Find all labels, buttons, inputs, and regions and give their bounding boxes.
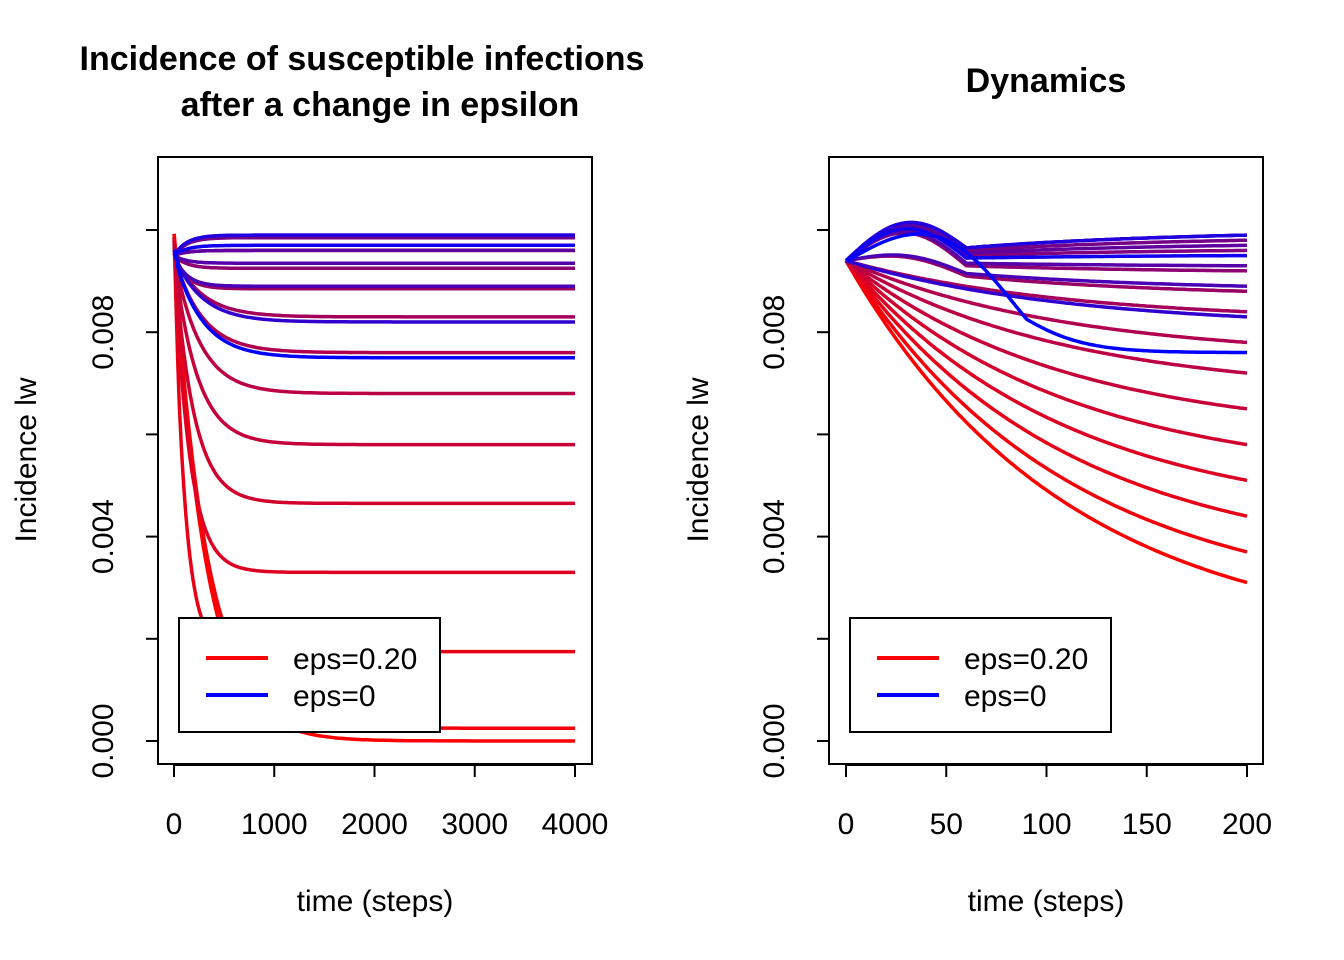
right-series-line bbox=[844, 229, 1247, 268]
right-x-tick-label: 200 bbox=[1222, 808, 1272, 841]
left-axes: 0 1000 2000 3000 4000 0.000 0.004 0.008 bbox=[87, 229, 609, 841]
right-y-tick-label: 0.008 bbox=[758, 295, 791, 370]
left-series-line bbox=[172, 249, 575, 324]
right-series-line bbox=[845, 259, 1248, 375]
left-legend: eps=0.20 eps=0 bbox=[178, 617, 441, 733]
right-series-line bbox=[845, 253, 1248, 288]
left-y-tick-label: 0.008 bbox=[87, 295, 120, 370]
left-panel: Incidence of susceptible infections afte… bbox=[10, 30, 714, 918]
right-x-axis-label: time (steps) bbox=[968, 885, 1125, 918]
right-series-line bbox=[844, 220, 1248, 262]
right-legend: eps=0.20 eps=0 bbox=[849, 617, 1112, 733]
left-x-tick-label: 2000 bbox=[341, 808, 408, 841]
left-y-axis-label: Incidence lw bbox=[10, 377, 43, 542]
left-plot-lines bbox=[172, 232, 575, 743]
left-series-line bbox=[172, 233, 575, 257]
left-series-line bbox=[172, 248, 575, 257]
left-series-line bbox=[172, 240, 575, 575]
left-series-line bbox=[172, 251, 575, 291]
right-series-line bbox=[844, 259, 1248, 585]
right-series-line bbox=[844, 259, 1248, 483]
right-y-tick-label: 0.004 bbox=[758, 499, 791, 574]
right-series-line bbox=[845, 232, 1247, 355]
right-x-tick-label: 100 bbox=[1021, 808, 1071, 841]
right-axes: 0 50 100 150 200 0.000 0.004 0.008 bbox=[758, 229, 1272, 841]
right-series-line bbox=[844, 259, 1248, 518]
right-series-line bbox=[844, 223, 1248, 262]
left-title-clip bbox=[674, 30, 714, 90]
left-series-line bbox=[172, 247, 575, 396]
right-x-tick-label: 0 bbox=[838, 808, 855, 841]
left-x-axis-label: time (steps) bbox=[297, 885, 454, 918]
right-x-tick-label: 150 bbox=[1122, 808, 1172, 841]
left-title-line1: Incidence of susceptible infections bbox=[80, 40, 645, 78]
left-legend-label-eps0: eps=0 bbox=[293, 680, 376, 713]
right-panel: Dynamics 0 50 100 150 200 0.000 0.004 0.008 tim… bbox=[682, 62, 1272, 918]
left-x-tick-label: 1000 bbox=[241, 808, 308, 841]
right-series-line bbox=[844, 259, 1248, 411]
right-legend-label-eps020: eps=0.20 bbox=[964, 643, 1088, 676]
left-series-line bbox=[172, 245, 575, 447]
right-series-line bbox=[844, 226, 1247, 263]
right-series-line bbox=[845, 259, 1248, 345]
right-y-axis-label: Incidence lw bbox=[682, 377, 715, 542]
right-plot-lines bbox=[844, 220, 1248, 585]
right-series-line bbox=[844, 259, 1248, 554]
left-series-line bbox=[172, 252, 575, 265]
right-y-tick-label: 0.000 bbox=[758, 703, 791, 778]
left-series-line bbox=[172, 251, 575, 288]
right-series-line bbox=[845, 259, 1248, 319]
left-x-tick-label: 3000 bbox=[441, 808, 508, 841]
left-x-tick-label: 4000 bbox=[542, 808, 609, 841]
left-y-tick-label: 0.000 bbox=[87, 703, 120, 778]
left-title-line2: after a change in epsilon bbox=[181, 86, 580, 124]
right-legend-label-eps0: eps=0 bbox=[964, 680, 1047, 713]
right-title: Dynamics bbox=[966, 62, 1127, 100]
left-legend-box bbox=[178, 617, 441, 733]
right-legend-box bbox=[849, 617, 1112, 733]
left-series-line bbox=[172, 248, 575, 360]
left-series-line bbox=[172, 248, 575, 355]
left-y-tick-label: 0.004 bbox=[87, 499, 120, 574]
left-series-line bbox=[172, 242, 575, 506]
left-legend-label-eps020: eps=0.20 bbox=[293, 643, 417, 676]
left-series-line bbox=[172, 252, 575, 271]
left-series-line bbox=[172, 243, 575, 257]
right-series-line bbox=[844, 259, 1248, 447]
left-x-tick-label: 0 bbox=[166, 808, 183, 841]
right-x-tick-label: 50 bbox=[930, 808, 963, 841]
